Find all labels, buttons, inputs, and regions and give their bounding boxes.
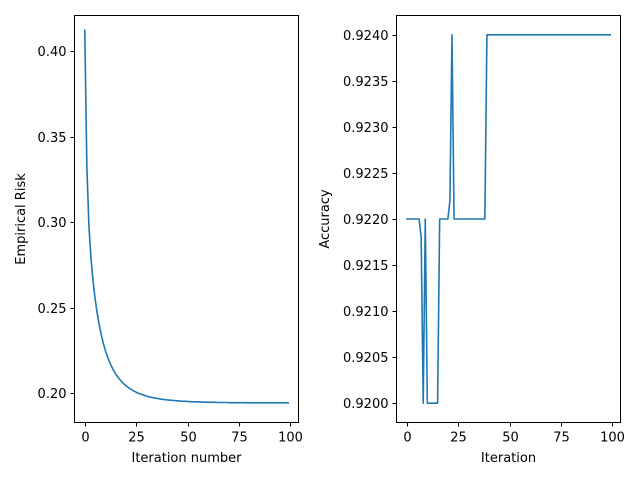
empirical-risk-frame — [74, 15, 299, 423]
accuracy-x-tick-label: 25 — [450, 431, 467, 446]
accuracy-y-tick-label: 0.9210 — [343, 305, 389, 320]
accuracy-x-tick-label: 75 — [553, 431, 570, 446]
empirical-risk-x-tick-label: 100 — [278, 431, 303, 446]
accuracy-y-tick-label: 0.9230 — [343, 121, 389, 136]
accuracy-y-axis-label: Accuracy — [318, 189, 333, 249]
accuracy-frame — [396, 15, 621, 423]
accuracy-y-tick-label: 0.9240 — [343, 29, 389, 44]
accuracy-x-tick-label: 0 — [403, 431, 411, 446]
accuracy-plot-area: 0 25 50 75 100 0.9200 0.9205 0.9210 0.9215 0.9220… — [343, 29, 625, 446]
empirical-risk-y-tick-label: 0.20 — [38, 387, 67, 402]
accuracy-x-tick-label: 50 — [502, 431, 519, 446]
empirical-risk-x-tick-label: 75 — [231, 431, 248, 446]
accuracy-y-tick-label: 0.9215 — [343, 259, 389, 274]
accuracy-y-tick-label: 0.9200 — [343, 397, 389, 412]
accuracy-y-tick-label: 0.9225 — [343, 167, 389, 182]
empirical-risk-y-tick-label: 0.35 — [38, 131, 67, 146]
empirical-risk-chart: 0 25 50 75 100 0.20 0.25 0.30 0.35 0.40 Iteration… — [14, 15, 303, 466]
accuracy-x-axis-label: Iteration — [481, 451, 536, 466]
empirical-risk-x-tick-label: 25 — [128, 431, 145, 446]
empirical-risk-y-tick-label: 0.25 — [38, 302, 67, 317]
accuracy-series-line — [405, 34, 612, 404]
accuracy-y-tick-label: 0.9220 — [343, 213, 389, 228]
accuracy-y-tick-label: 0.9235 — [343, 75, 389, 90]
accuracy-chart: 0 25 50 75 100 0.9200 0.9205 0.9210 0.9215 0.9220… — [318, 15, 625, 466]
empirical-risk-y-tick-label: 0.40 — [38, 45, 67, 60]
empirical-risk-plot-area: 0 25 50 75 100 0.20 0.25 0.30 0.35 0.40 — [38, 29, 303, 446]
empirical-risk-y-axis-label: Empirical Risk — [14, 173, 29, 265]
accuracy-y-tick-label: 0.9205 — [343, 351, 389, 366]
empirical-risk-y-tick-label: 0.30 — [38, 216, 67, 231]
empirical-risk-x-tick-label: 50 — [180, 431, 197, 446]
accuracy-x-tick-label: 100 — [600, 431, 625, 446]
empirical-risk-series-line — [83, 29, 290, 404]
empirical-risk-x-tick-label: 0 — [81, 431, 89, 446]
empirical-risk-x-axis-label: Iteration number — [131, 451, 242, 466]
